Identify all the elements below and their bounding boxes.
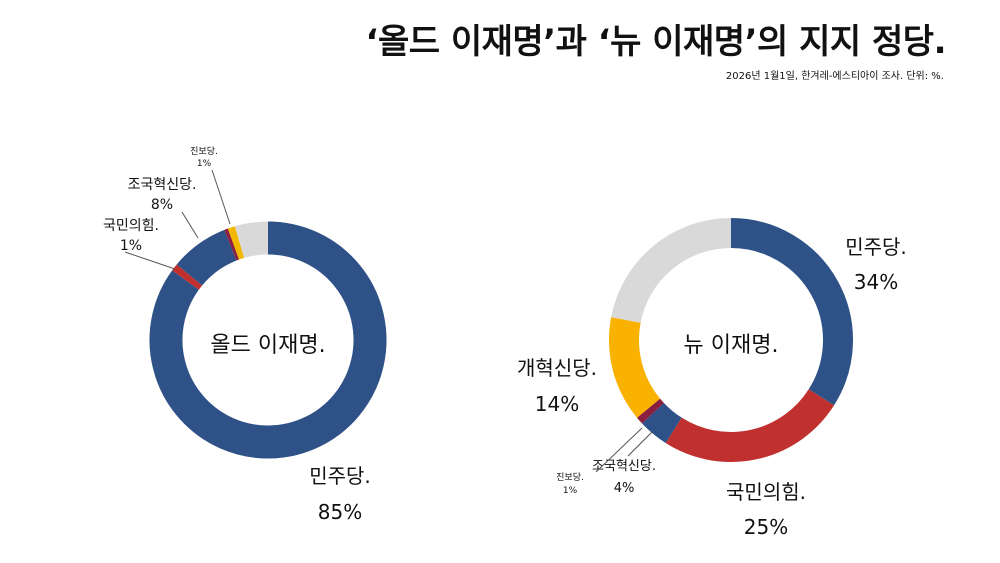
donut-slice-other — [611, 218, 732, 324]
donut-new-lee — [609, 218, 853, 462]
label-group-new-progressive: 진보당. 1% — [556, 472, 584, 496]
donut-slice-개혁신당 — [609, 317, 661, 418]
donut-slice-민주당 — [730, 218, 853, 406]
slice-label-value: 4% — [614, 481, 635, 496]
donut-slice-민주당 — [149, 221, 387, 459]
slice-label-value: 34% — [854, 270, 898, 294]
slice-label-name: 조국혁신당. — [128, 177, 197, 193]
slice-label-name: 조국혁신당. — [592, 459, 656, 474]
chart-title: ‘올드 이재명’과 ‘뉴 이재명’의 지지 정당. — [365, 22, 947, 62]
donut-slice-other — [224, 228, 240, 261]
label-group-old-minju: 민주당. 85% — [309, 464, 371, 524]
leader-line — [124, 251, 176, 270]
slice-label-name: 민주당. — [309, 464, 371, 488]
slice-label-value: 85% — [318, 500, 362, 524]
label-group-old-ppp: 국민의힘. 1% — [103, 218, 159, 254]
slice-label-value: 1% — [197, 159, 212, 169]
slice-label-value: 1% — [120, 238, 142, 254]
label-group-old-progressive: 진보당. 1% — [190, 146, 218, 169]
donut-slice-국민의힘 — [172, 264, 203, 290]
slice-label-name: 국민의힘. — [103, 218, 159, 234]
label-group-new-minju: 민주당. 34% — [845, 235, 907, 294]
slice-label-value: 14% — [535, 392, 579, 416]
label-group-new-reform: 개혁신당. 14% — [517, 356, 597, 416]
slice-label-value: 25% — [744, 515, 788, 539]
label-group-new-ppp: 국민의힘. 25% — [726, 480, 806, 539]
label-group-old-rebuilding: 조국혁신당. 8% — [128, 177, 197, 213]
donut-slice-국민의힘 — [665, 388, 835, 462]
leader-line — [595, 427, 643, 473]
slice-label-value: 1% — [563, 486, 578, 496]
center-label-old: 올드 이재명. — [210, 333, 325, 358]
donut-old-lee — [149, 221, 387, 459]
donut-slice-조국혁신당 — [642, 402, 683, 444]
leader-line — [627, 431, 653, 457]
leader-line — [181, 211, 199, 239]
donut-slice-진보당 — [227, 226, 245, 260]
donut-slice-other — [234, 221, 269, 259]
slice-label-name: 민주당. — [845, 235, 907, 259]
donut-slice-진보당 — [636, 398, 665, 424]
slice-label-name: 진보당. — [190, 146, 218, 157]
label-group-new-rebuilding: 조국혁신당. 4% — [592, 459, 656, 496]
donut-slice-조국혁신당 — [176, 229, 238, 286]
chart-subtitle: 2026년 1월1일, 한겨레-에스티아이 조사. 단위: %. — [725, 71, 944, 82]
slice-label-name: 진보당. — [556, 472, 584, 483]
slice-label-value: 8% — [151, 197, 173, 213]
center-label-new: 뉴 이재명. — [684, 333, 779, 358]
slice-label-name: 개혁신당. — [517, 356, 597, 380]
leader-line — [211, 169, 231, 225]
slice-label-name: 국민의힘. — [726, 480, 806, 504]
